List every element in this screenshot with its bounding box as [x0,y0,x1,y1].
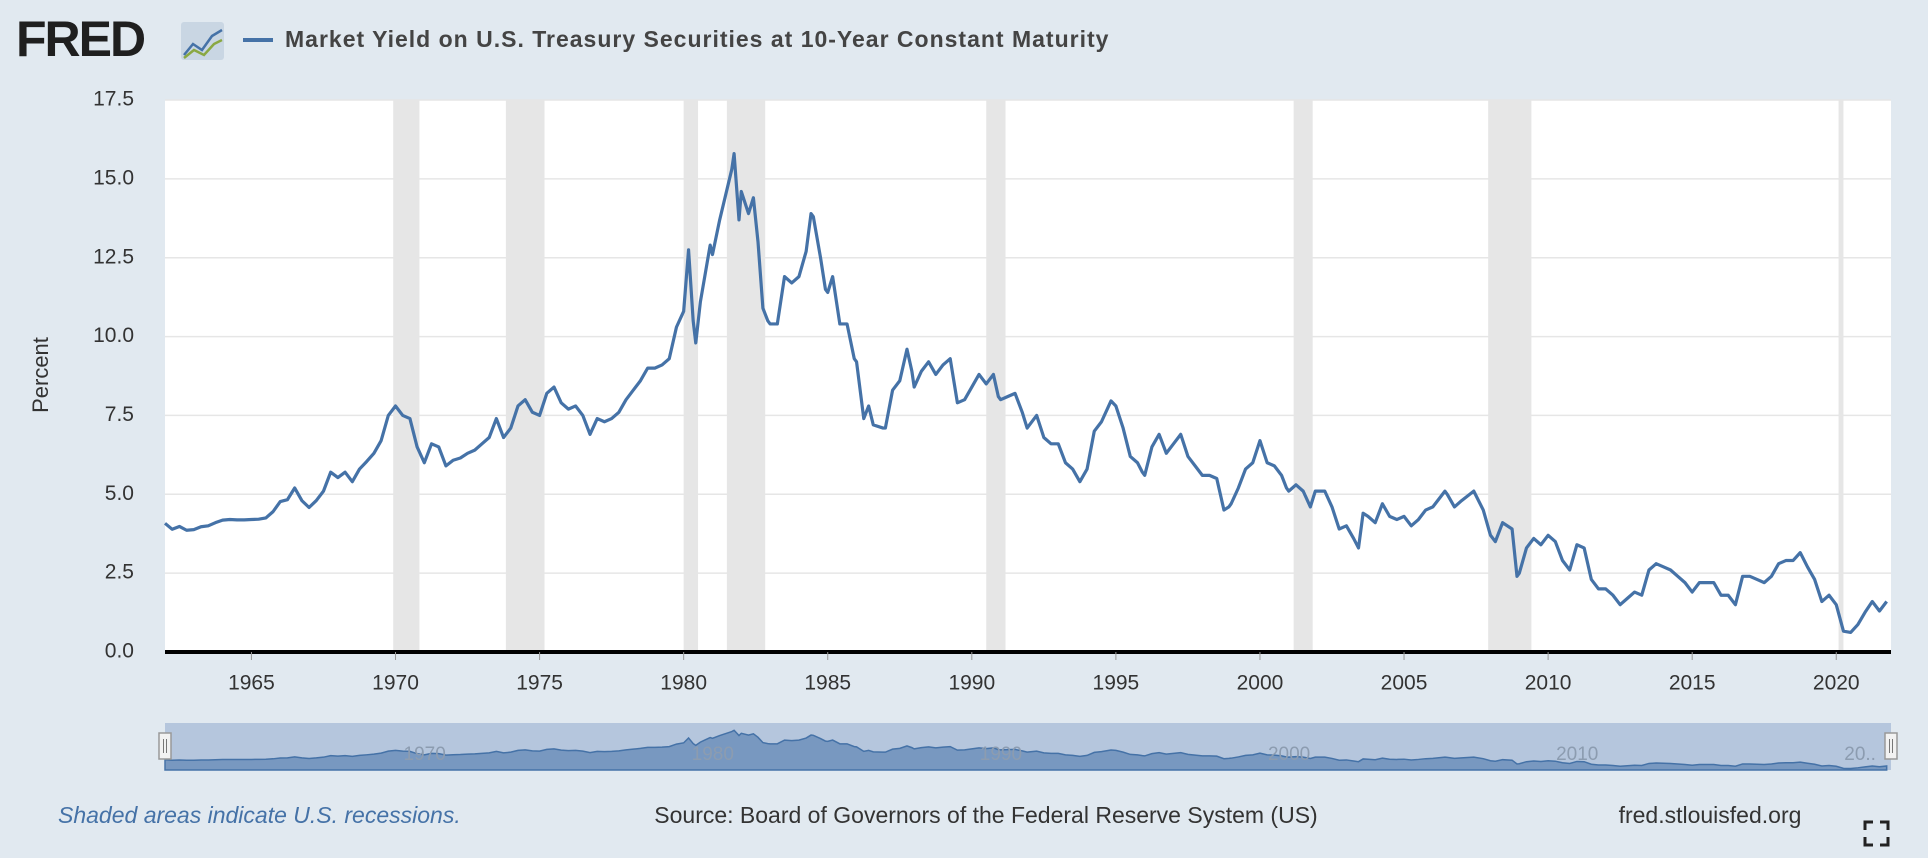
navigator-tick-label: 20.. [1844,744,1876,765]
x-tick-label: 1975 [516,672,563,695]
x-tick-label: 2005 [1381,672,1428,695]
y-tick-label: 0.0 [105,640,134,663]
x-tick-label: 1970 [372,672,419,695]
recession-band [1293,100,1313,652]
fullscreen-corner [1863,820,1873,830]
fullscreen-button[interactable] [1863,820,1890,847]
recession-band [1838,100,1844,652]
series-line [163,152,1888,635]
recession-band [986,100,1006,652]
x-tick-label: 1995 [1093,672,1140,695]
site-link[interactable]: fred.stlouisfed.org [1619,802,1802,828]
fullscreen-corner [1880,837,1890,847]
y-tick-label: 15.0 [93,166,134,189]
x-tick-label: 2010 [1525,672,1572,695]
legend-label: Market Yield on U.S. Treasury Securities… [285,26,1109,52]
recession-band [393,100,420,652]
grid [165,99,1891,660]
fullscreen-corner [1880,820,1890,830]
y-tick-label: 10.0 [93,324,134,347]
logo[interactable]: FRED [16,11,147,67]
x-tick-label: 1980 [660,672,707,695]
logo-icon-line [183,28,223,56]
logo-icon-line [183,38,223,59]
x-tick-label: 1965 [228,672,275,695]
x-tick-label: 2015 [1669,672,1716,695]
navigator-tick-label: 2000 [1268,744,1310,765]
navigator-handle[interactable] [1884,732,1898,760]
recession-band [726,100,766,652]
logo-icon [181,22,224,60]
x-tick-label: 1985 [804,672,851,695]
y-tick-label: 5.0 [105,482,134,505]
recession-note[interactable]: Shaded areas indicate U.S. recessions. [58,802,461,828]
series [163,152,1888,635]
navigator-tick-label: 2010 [1556,744,1598,765]
navigator-tick-label: 1990 [980,744,1022,765]
x-tick-label: 2020 [1813,672,1860,695]
recession-band [1488,100,1532,652]
navigator-tick-label: 1980 [692,744,734,765]
recession-band [683,100,699,652]
navigator-handle[interactable] [158,732,172,760]
x-tick-label: 2000 [1237,672,1284,695]
y-tick-label: 12.5 [93,245,134,268]
recession-band [505,100,545,652]
source: Source: Board of Governors of the Federa… [654,802,1317,828]
y-tick-label: 2.5 [105,561,134,584]
y-tick-label: 7.5 [105,403,134,426]
y-axis-label: Percent [28,337,53,413]
navigator[interactable]: 1970 1980 1990 2000 2010 20.. [158,723,1898,771]
x-tick-label: 1990 [948,672,995,695]
navigator-tick-label: 1970 [404,744,446,765]
fullscreen-corner [1863,837,1873,847]
navigator-area [164,729,1888,771]
y-tick-label: 17.5 [93,88,134,111]
plot-area [165,100,1891,652]
